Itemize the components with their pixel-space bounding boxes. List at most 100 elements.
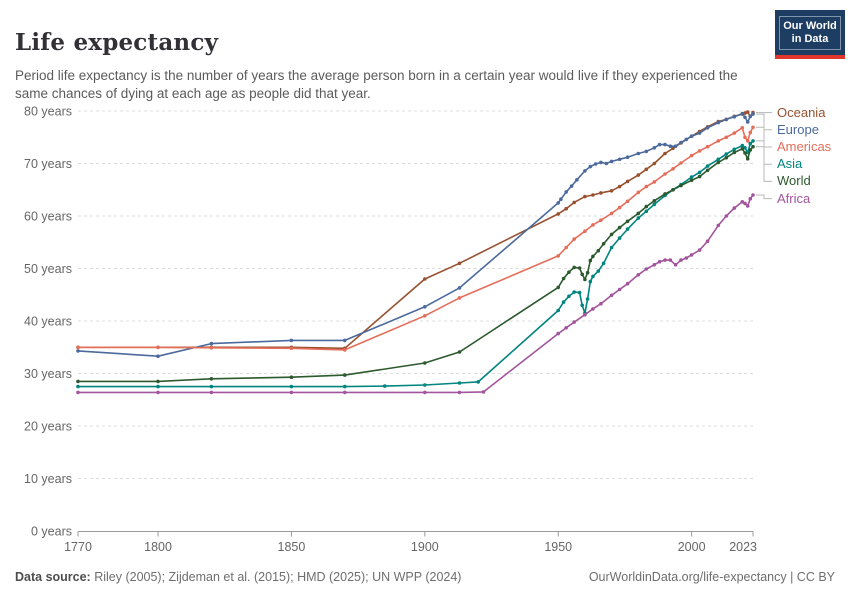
series-point-africa	[716, 223, 721, 228]
series-point-europe	[564, 190, 568, 194]
series-point-oceania	[663, 151, 667, 156]
series-point-europe	[617, 157, 622, 162]
series-point-africa	[663, 258, 667, 262]
legend-item-africa[interactable]: Africa	[777, 190, 811, 206]
series-point-asia	[724, 152, 729, 156]
owid-link[interactable]: OurWorldinData.org/life-expectancy | CC …	[588, 570, 835, 584]
y-tick-label: 0 years	[31, 525, 72, 539]
series-point-europe	[556, 201, 560, 205]
series-point-europe	[156, 354, 160, 359]
series-point-europe	[724, 117, 729, 122]
series-point-africa	[457, 390, 462, 395]
series-point-americas	[591, 223, 595, 227]
series-point-world	[591, 254, 595, 259]
series-point-asia	[76, 384, 80, 389]
series-point-americas	[583, 229, 587, 233]
series-point-asia	[561, 300, 566, 304]
legend-item-asia[interactable]: Asia	[777, 156, 803, 172]
series-line-oceania[interactable]	[77, 111, 754, 350]
series-point-world	[743, 151, 747, 155]
series-line-asia[interactable]	[77, 140, 754, 388]
series-point-europe	[625, 155, 630, 159]
owid-logo-line2: in Data	[791, 33, 829, 45]
series-point-africa	[599, 301, 603, 306]
legend-item-europe[interactable]: Europe	[777, 121, 819, 137]
series-point-world	[652, 199, 657, 203]
series-point-europe	[604, 161, 609, 166]
series-point-africa	[209, 390, 214, 395]
data-source-value: Riley (2005); Zijdeman et al. (2015); HM…	[90, 570, 462, 584]
legend-item-world[interactable]: World	[777, 173, 811, 189]
series-point-oceania	[625, 179, 630, 184]
series-point-americas	[743, 135, 747, 140]
series-point-europe	[679, 140, 683, 145]
series-point-oceania	[671, 146, 675, 151]
series-point-americas	[671, 167, 675, 171]
series-point-americas	[625, 199, 630, 204]
series-point-europe	[289, 338, 294, 343]
series-point-world	[705, 168, 710, 173]
series-line-americas[interactable]	[77, 126, 754, 351]
y-tick-label: 40 years	[24, 315, 72, 329]
series-point-oceania	[636, 173, 641, 177]
series-point-americas	[716, 139, 721, 143]
series-point-asia	[572, 290, 576, 294]
series-point-oceania	[572, 200, 576, 205]
series-point-europe	[457, 286, 462, 290]
series-point-world	[740, 147, 745, 151]
series-line-europe[interactable]	[77, 112, 754, 357]
series-point-africa	[697, 248, 702, 252]
owid-logo[interactable]: Our World in Data	[775, 10, 845, 59]
series-point-asia	[567, 294, 571, 299]
series-line-world[interactable]	[77, 145, 754, 383]
series-point-world	[644, 204, 649, 209]
series-point-europe	[663, 142, 667, 147]
series-point-asia	[705, 164, 710, 168]
series-point-americas	[689, 153, 694, 158]
series-point-africa	[724, 214, 729, 218]
series-point-asia	[209, 384, 214, 389]
series-point-africa	[740, 200, 745, 204]
series-point-asia	[644, 209, 649, 214]
y-tick-label: 10 years	[24, 472, 72, 486]
series-point-americas	[644, 184, 649, 189]
series-point-oceania	[745, 110, 750, 114]
series-point-asia	[156, 384, 160, 389]
series-point-oceania	[743, 111, 747, 115]
series-point-americas	[740, 126, 745, 130]
legend-item-americas[interactable]: Americas	[777, 138, 832, 154]
series-point-world	[751, 144, 755, 149]
series-point-africa	[745, 204, 750, 208]
x-tick-label: 2000	[678, 540, 706, 554]
series-point-africa	[591, 307, 595, 311]
series-point-americas	[343, 348, 347, 352]
series-point-oceania	[564, 206, 568, 211]
series-point-world	[745, 157, 750, 161]
series-point-asia	[716, 157, 721, 162]
legend-item-oceania[interactable]: Oceania	[777, 104, 826, 120]
series-point-world	[724, 155, 729, 160]
series-point-americas	[76, 345, 80, 350]
series-point-africa	[617, 287, 622, 292]
series-point-asia	[748, 141, 753, 146]
series-point-asia	[751, 139, 755, 143]
series-point-africa	[679, 258, 683, 262]
series-point-europe	[652, 146, 657, 150]
series-line-africa[interactable]	[77, 194, 754, 394]
series-point-oceania	[423, 277, 427, 281]
series-point-africa	[684, 256, 689, 260]
series-point-africa	[732, 206, 737, 210]
series-point-asia	[423, 383, 427, 387]
series-point-oceania	[591, 193, 595, 197]
series-point-europe	[705, 126, 710, 130]
series-point-europe	[697, 131, 702, 135]
series-point-americas	[556, 254, 560, 258]
series-point-asia	[585, 297, 590, 301]
x-tick-label: 1850	[278, 540, 306, 554]
series-point-americas	[745, 139, 750, 143]
series-point-oceania	[583, 194, 587, 199]
series-point-africa	[609, 293, 614, 298]
series-point-world	[697, 174, 702, 179]
series-point-africa	[423, 390, 427, 395]
